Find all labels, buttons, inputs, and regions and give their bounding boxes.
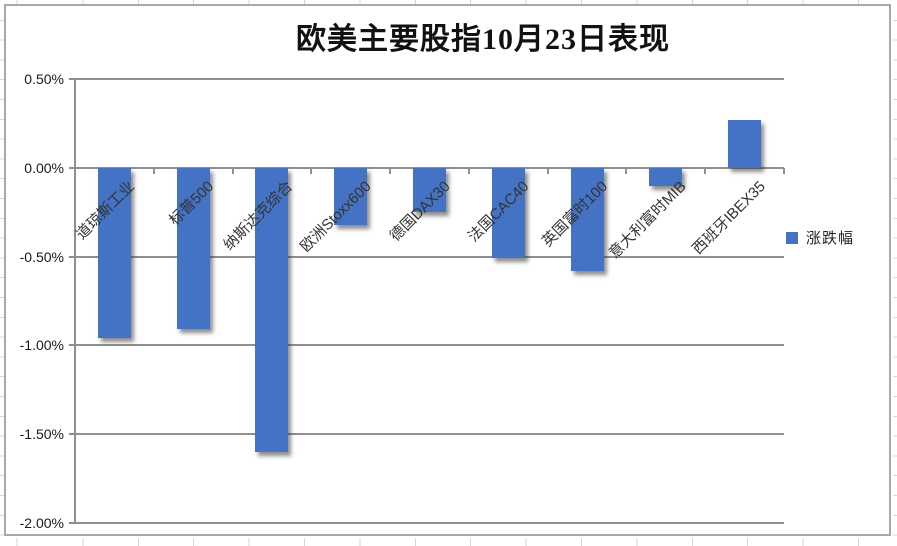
bar-5[interactable] (413, 167, 446, 213)
bar-1[interactable] (97, 167, 131, 339)
y-axis-label: -0.50% (19, 248, 64, 265)
gridline (75, 433, 784, 436)
legend[interactable]: 涨跌幅 (786, 227, 854, 248)
legend-swatch-icon (786, 231, 798, 244)
y-axis-tick (69, 255, 75, 258)
x-axis-tick (389, 167, 392, 174)
x-axis-tick (74, 167, 76, 174)
y-axis-tick (69, 433, 75, 436)
bar-3[interactable] (255, 167, 289, 452)
x-axis-tick (231, 167, 234, 174)
bar-7[interactable] (570, 167, 604, 271)
x-axis-tick (310, 167, 313, 174)
bar-2[interactable] (176, 167, 210, 330)
y-axis-line (74, 79, 76, 523)
x-axis-tick (704, 167, 707, 174)
gridline (75, 522, 784, 524)
x-axis-tick (783, 167, 785, 174)
x-axis-tick (152, 167, 155, 174)
y-axis-tick (69, 78, 75, 80)
chart-title[interactable]: 欧美主要股指10月23日表现 (296, 23, 670, 56)
x-axis-tick (625, 167, 628, 174)
chart-object[interactable] (4, 4, 891, 536)
y-axis-tick (69, 166, 75, 169)
y-axis-label: -1.00% (19, 337, 64, 354)
legend-series-label: 涨跌幅 (806, 230, 855, 247)
bar-4[interactable] (334, 167, 368, 225)
x-axis-tick (467, 167, 470, 174)
x-axis-tick (546, 167, 549, 174)
y-axis-label: -1.50% (19, 426, 64, 443)
y-axis-label: 0.00% (24, 159, 64, 176)
y-axis-label: 0.50% (24, 71, 64, 87)
bar-9[interactable] (728, 119, 762, 168)
y-axis-label: -2.00% (19, 515, 64, 531)
y-axis-tick (69, 522, 75, 524)
sheet-gridlines-bottom (0, 538, 897, 546)
y-axis-tick (69, 344, 75, 347)
gridline (75, 78, 784, 80)
bar-6[interactable] (491, 167, 525, 259)
bar-8[interactable] (649, 167, 683, 186)
sheet-gridlines-right (893, 0, 897, 546)
gridline (75, 344, 784, 347)
gridline (75, 255, 784, 258)
